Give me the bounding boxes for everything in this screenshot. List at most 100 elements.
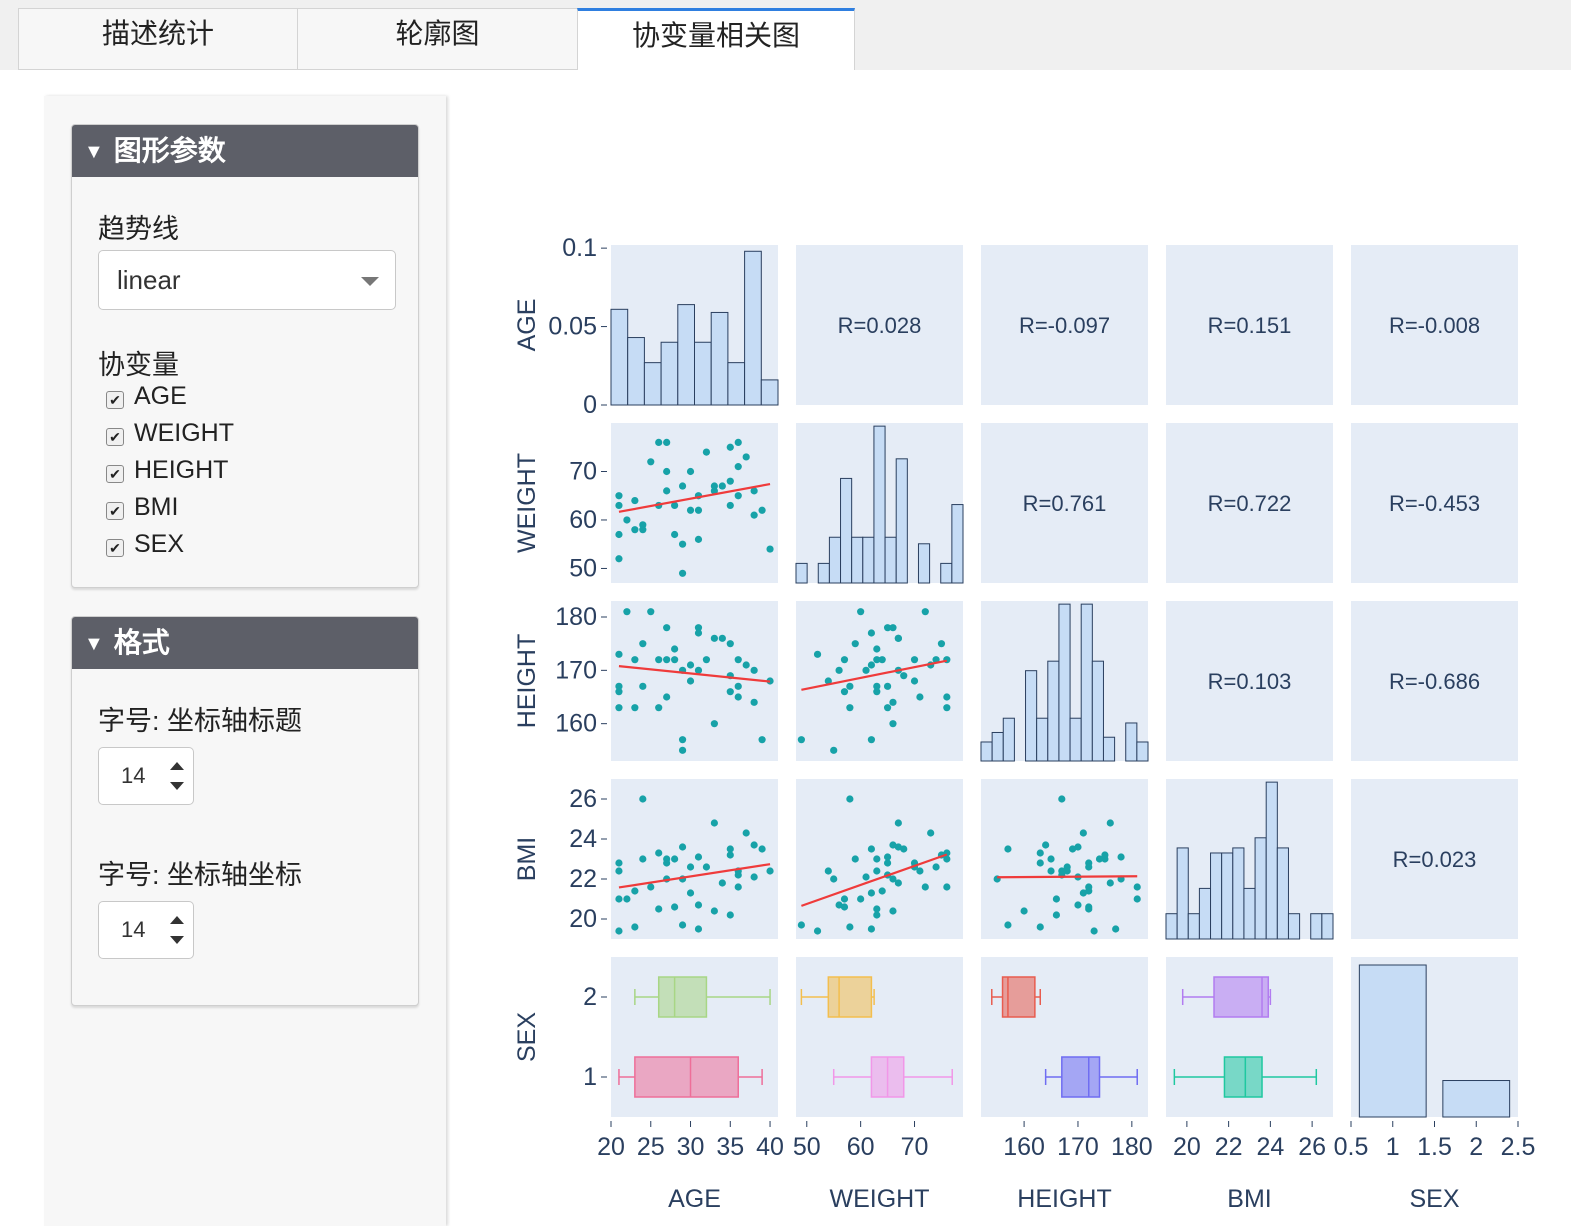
scatter-point xyxy=(615,555,623,563)
x-tick-label: 30 xyxy=(677,1133,705,1161)
chevron-down-icon xyxy=(361,277,379,286)
checkbox-checked-icon[interactable]: ✔ xyxy=(106,502,124,520)
graph-params-panel: ▼ 图形参数 趋势线 linear 协变量 ✔ AGE ✔ WEIGHT ✔ HEIGH… xyxy=(71,124,419,588)
histogram-bar xyxy=(1102,736,1116,762)
x-tick-label: 170 xyxy=(1057,1133,1099,1161)
correlation-label: R=0.761 xyxy=(1023,491,1107,516)
histogram-bar xyxy=(1287,913,1301,940)
scatter-point xyxy=(910,677,919,685)
axis-tick-size-input[interactable]: 14 xyxy=(98,901,194,959)
y-axis-title: HEIGHT xyxy=(513,634,541,728)
histogram-bar xyxy=(895,458,908,584)
panel-height-sex xyxy=(1351,601,1518,761)
checkbox-checked-icon[interactable]: ✔ xyxy=(106,391,124,409)
correlation-label: R=0.023 xyxy=(1393,847,1477,872)
panel-weight-bmi xyxy=(1166,423,1333,583)
histogram-bar xyxy=(1125,722,1138,762)
covariate-checkbox-age[interactable]: ✔ AGE xyxy=(106,379,187,413)
scatter-point xyxy=(623,608,631,616)
scatter-point xyxy=(1106,879,1114,887)
y-tick-label: 180 xyxy=(555,603,597,631)
covariate-checkbox-height[interactable]: ✔ HEIGHT xyxy=(106,453,228,487)
scatter-point xyxy=(873,688,881,696)
correlation-label: R=0.151 xyxy=(1208,313,1292,338)
checkbox-checked-icon[interactable]: ✔ xyxy=(106,465,124,483)
scatter-point xyxy=(615,492,623,500)
scatter-point xyxy=(889,720,897,728)
scatter-point xyxy=(750,487,758,495)
scatter-point xyxy=(655,438,663,446)
histogram-bar xyxy=(1254,837,1267,940)
trendline-select[interactable]: linear xyxy=(98,250,396,310)
scatter-point xyxy=(1068,845,1077,853)
x-tick-label: 20 xyxy=(597,1133,625,1161)
scatter-point xyxy=(883,859,892,867)
y-axis-title: WEIGHT xyxy=(513,453,541,553)
scatter-point xyxy=(663,855,671,863)
checkbox-checked-icon[interactable]: ✔ xyxy=(106,539,124,557)
scatter-point xyxy=(830,746,838,754)
y-tick-label: 0 xyxy=(583,391,597,419)
checkbox-checked-icon[interactable]: ✔ xyxy=(106,428,124,446)
trendline xyxy=(997,875,1138,879)
scatter-point xyxy=(1112,925,1120,933)
x-tick-label: 1.5 xyxy=(1417,1133,1452,1161)
histogram-bar xyxy=(710,311,729,406)
histogram-bar xyxy=(1276,847,1289,940)
correlation-label: R=0.103 xyxy=(1208,669,1292,694)
histogram-bar xyxy=(1025,670,1038,762)
scatter-point xyxy=(671,855,679,863)
scatter-point xyxy=(910,656,919,664)
scatter-point xyxy=(663,624,671,632)
trendline xyxy=(618,482,771,513)
scatter-point xyxy=(615,688,623,696)
correlation-label: R=0.722 xyxy=(1208,491,1292,516)
spin-up-icon[interactable] xyxy=(170,762,184,770)
scatter-point xyxy=(750,511,758,519)
scatter-point xyxy=(734,656,742,664)
scatter-point xyxy=(1085,903,1093,911)
scatter-matrix-chart: R=0.028 R=-0.097 R=0.151 R=-0.008 R=0.761 R=0… xyxy=(513,234,1535,1213)
scatter-point xyxy=(873,867,881,875)
scatter-point xyxy=(889,907,897,915)
covariate-checkbox-weight[interactable]: ✔ WEIGHT xyxy=(106,416,234,450)
x-tick-label: 22 xyxy=(1215,1133,1243,1161)
scatter-point xyxy=(1106,819,1114,827)
scatter-point xyxy=(840,656,849,664)
scatter-point xyxy=(889,841,897,849)
covariate-checkbox-bmi[interactable]: ✔ BMI xyxy=(106,490,178,524)
spin-up-icon[interactable] xyxy=(170,916,184,924)
scatter-point xyxy=(889,624,897,632)
scatter-point xyxy=(835,666,843,674)
scatter-point xyxy=(623,516,631,524)
scatter-point xyxy=(671,656,679,664)
format-header[interactable]: ▼ 格式 xyxy=(72,617,418,669)
x-tick-label: 24 xyxy=(1256,1133,1284,1161)
graph-params-header[interactable]: ▼ 图形参数 xyxy=(72,125,418,177)
histogram-bar xyxy=(1136,741,1149,762)
scatter-point xyxy=(726,501,734,510)
scatter-point xyxy=(655,905,663,913)
scatter-point xyxy=(631,887,639,895)
scatter-point xyxy=(734,682,742,690)
x-axis-title: SEX xyxy=(1409,1185,1459,1213)
spin-down-icon[interactable] xyxy=(170,936,184,944)
tab-covariate-correlation[interactable]: 协变量相关图 xyxy=(577,8,855,70)
scatter-point xyxy=(1079,889,1087,897)
axis-title-size-input[interactable]: 14 xyxy=(98,747,194,805)
histogram-bar xyxy=(1221,852,1234,940)
x-tick-label: 0.5 xyxy=(1334,1133,1369,1161)
scatter-point xyxy=(867,661,876,669)
tab-descriptive-stats[interactable]: 描述统计 xyxy=(18,8,298,70)
y-tick-label: 22 xyxy=(569,865,597,893)
scatter-point xyxy=(639,855,647,863)
y-axis-title: AGE xyxy=(513,299,541,352)
covariate-checkbox-sex[interactable]: ✔ SEX xyxy=(106,527,184,561)
spin-down-icon[interactable] xyxy=(170,782,184,790)
box-body xyxy=(657,976,708,1018)
scatter-point xyxy=(1036,849,1044,857)
panel-height-bmi xyxy=(1166,601,1333,761)
tab-profile-plot[interactable]: 轮廓图 xyxy=(297,8,578,70)
scatter-point xyxy=(726,640,734,648)
scatter-point xyxy=(615,501,623,510)
